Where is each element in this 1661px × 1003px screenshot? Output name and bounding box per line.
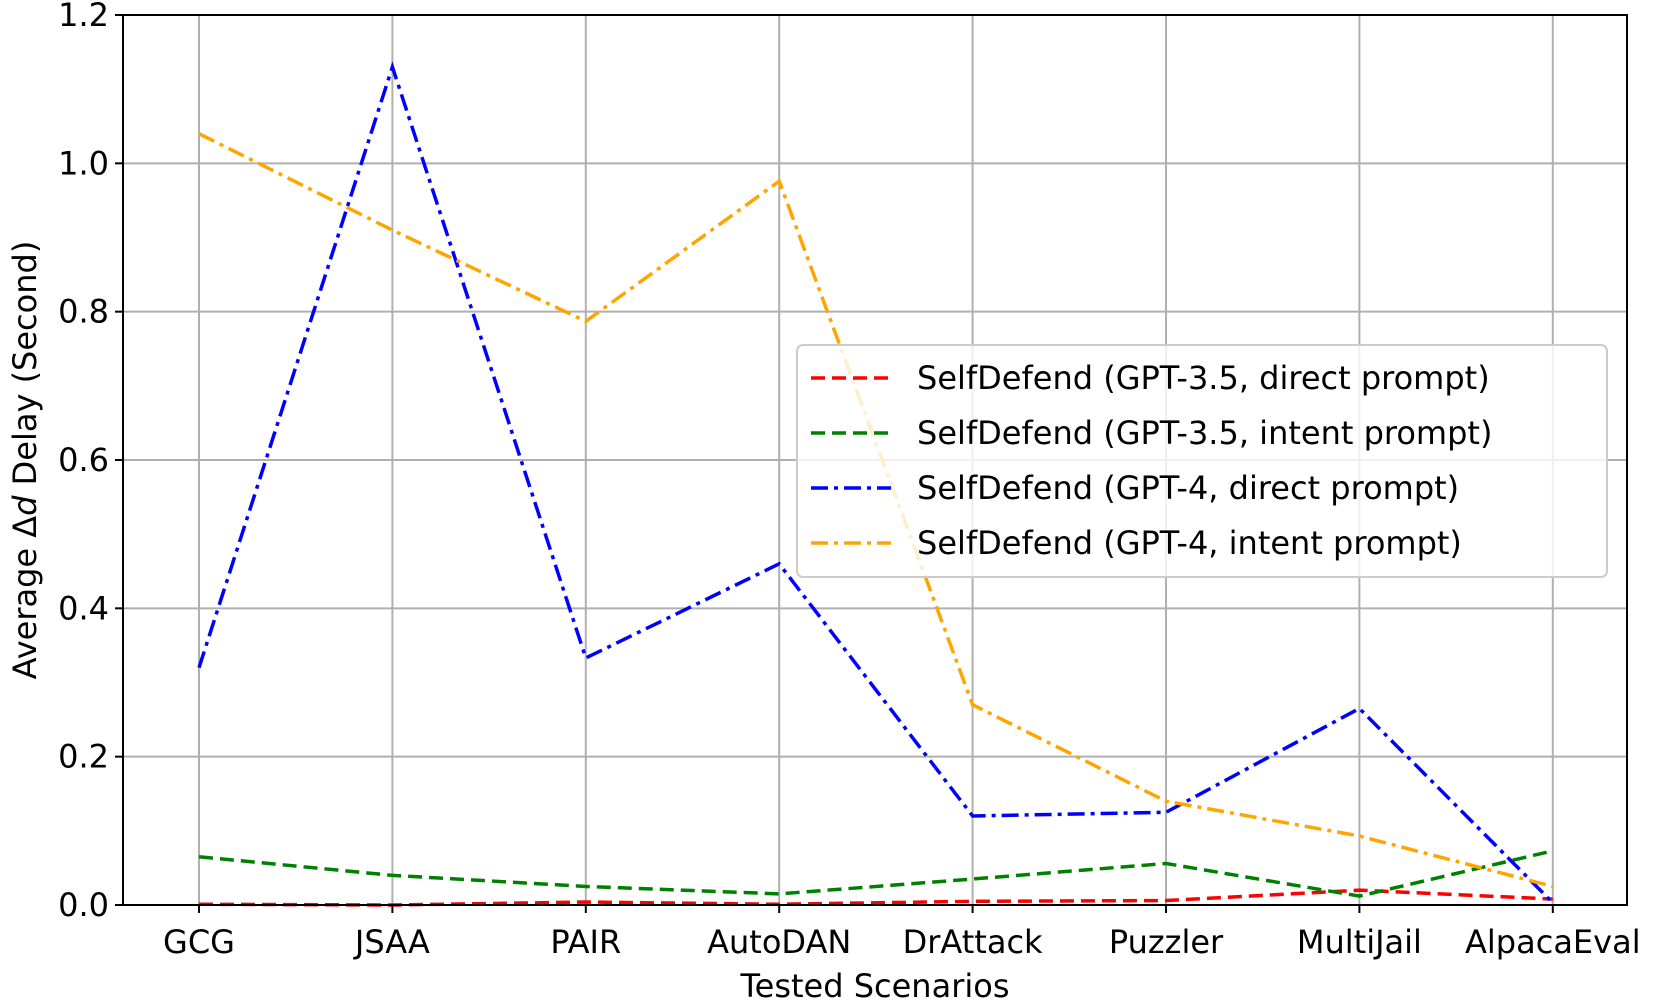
y-axis-title: Average Δd Delay (Second) (6, 241, 44, 680)
y-tick-label: 0.8 (58, 293, 109, 331)
x-tick-label: AutoDAN (707, 923, 851, 961)
series-line-0 (198, 888, 1553, 907)
legend-label: SelfDefend (GPT-3.5, intent prompt) (917, 414, 1492, 452)
legend-box (796, 344, 1608, 578)
x-tick-label: JSAA (353, 923, 430, 961)
y-tick-label: 0.2 (58, 738, 109, 776)
legend-label: SelfDefend (GPT-4, direct prompt) (917, 469, 1459, 507)
y-tick-label: 0.4 (58, 589, 109, 627)
y-tick-label: 0.0 (58, 886, 109, 924)
legend: SelfDefend (GPT-3.5, direct prompt) SelfD… (796, 344, 1608, 578)
series-line-1 (198, 849, 1554, 898)
x-tick-label: PAIR (550, 923, 621, 961)
x-tick-label: Puzzler (1109, 923, 1224, 961)
y-axis-title-suffix: Delay (Second) (6, 241, 44, 496)
axis-ticks: GCG JSAA PAIR AutoDAN DrAttack Puzzler MultiJa… (58, 0, 1640, 961)
x-tick-label: GCG (163, 923, 235, 961)
x-tick-label: AlpacaEval (1465, 923, 1641, 961)
x-tick-label: DrAttack (903, 923, 1043, 961)
y-tick-label: 0.6 (58, 441, 109, 479)
legend-label: SelfDefend (GPT-4, intent prompt) (917, 524, 1462, 562)
y-axis-title-prefix: Average Δ (6, 516, 44, 680)
x-axis-title: Tested Scenarios (740, 967, 1010, 1003)
x-tick-label: MultiJail (1297, 923, 1422, 961)
y-tick-label: 1.0 (58, 144, 109, 182)
y-tick-label: 1.2 (58, 0, 109, 34)
legend-label: SelfDefend (GPT-3.5, direct prompt) (917, 359, 1490, 397)
series-line-2 (197, 61, 1555, 905)
y-axis-title-italic: d (6, 495, 44, 516)
